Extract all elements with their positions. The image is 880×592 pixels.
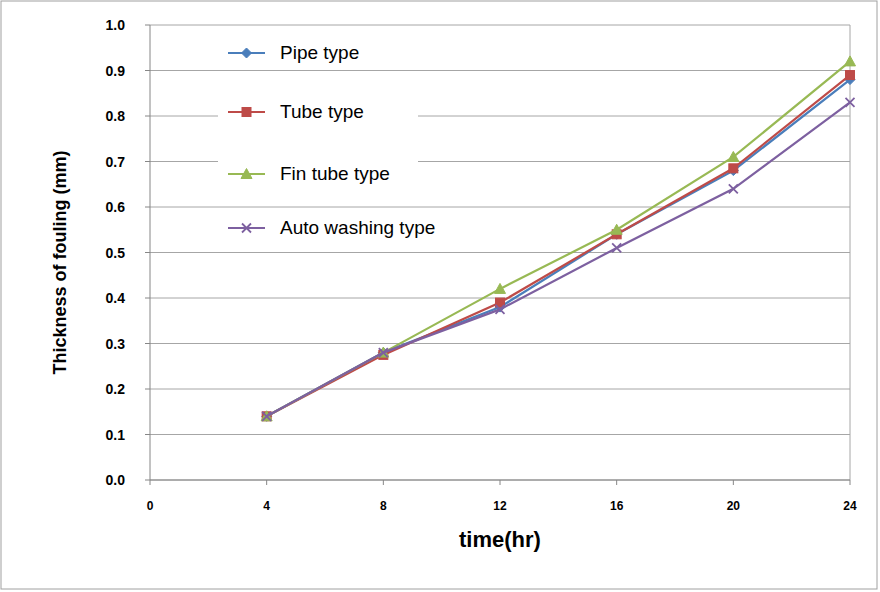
data-point (729, 164, 738, 173)
y-tick-label: 0.2 (106, 381, 126, 397)
grid-line (150, 70, 850, 71)
y-tick (145, 25, 150, 26)
y-tick (145, 207, 150, 208)
x-tick (150, 480, 151, 485)
y-tick (145, 161, 150, 162)
data-point (728, 151, 739, 161)
y-tick-label: 0.8 (106, 108, 126, 124)
x-tick (733, 480, 734, 485)
y-tick-label: 0.6 (106, 199, 126, 215)
data-point (845, 56, 856, 66)
x-tick-label: 0 (147, 499, 154, 513)
y-tick (145, 252, 150, 253)
grid-line (150, 480, 850, 481)
series-line (267, 80, 850, 417)
y-axis (150, 25, 151, 480)
y-tick (145, 70, 150, 71)
y-tick-label: 0.1 (106, 427, 126, 443)
legend-marker (242, 224, 251, 233)
data-point (378, 348, 388, 358)
legend-marker (242, 108, 251, 117)
legend-label: Pipe type (280, 42, 359, 63)
y-tick (145, 434, 150, 435)
data-point (612, 243, 621, 252)
y-tick-label: 0.9 (106, 63, 126, 79)
x-axis-label: time(hr) (459, 527, 541, 552)
legend-background (218, 37, 418, 67)
data-point (729, 184, 738, 193)
legend-label: Auto washing type (280, 217, 435, 238)
data-point (262, 411, 272, 421)
x-tick (850, 480, 851, 485)
data-point (611, 224, 622, 234)
y-tick-label: 0.0 (106, 472, 126, 488)
x-tick (383, 480, 384, 485)
data-point (846, 98, 855, 107)
data-point (262, 412, 271, 421)
data-point (846, 71, 855, 80)
grid-line (150, 434, 850, 435)
series-line (267, 75, 850, 416)
y-tick-label: 0.3 (106, 336, 126, 352)
grid-line (150, 389, 850, 390)
y-tick-label: 0.4 (106, 290, 126, 306)
y-axis-label: Thickness of fouling (mm) (50, 150, 70, 374)
x-tick (266, 480, 267, 485)
chart-border (1, 1, 877, 589)
legend-background (218, 158, 418, 188)
data-point (261, 411, 272, 421)
legend-label: Fin tube type (280, 163, 390, 184)
x-tick-label: 24 (843, 499, 857, 513)
legend-marker (241, 169, 252, 179)
plot-frame (850, 25, 851, 480)
legend-label: Tube type (280, 101, 364, 122)
legend-background (218, 96, 418, 126)
y-tick (145, 116, 150, 117)
y-tick (145, 389, 150, 390)
y-tick (145, 298, 150, 299)
grid-line (150, 343, 850, 344)
x-tick-label: 12 (493, 499, 507, 513)
x-tick-label: 20 (727, 499, 741, 513)
data-point (379, 348, 388, 357)
x-tick-label: 8 (380, 499, 387, 513)
data-point (496, 305, 505, 314)
grid-line (150, 207, 850, 208)
data-point (495, 283, 506, 293)
y-tick-label: 0.5 (106, 245, 126, 261)
x-tick (500, 480, 501, 485)
x-tick (616, 480, 617, 485)
y-tick-label: 0.7 (106, 154, 126, 170)
x-axis (150, 480, 850, 481)
y-tick-label: 1.0 (106, 17, 126, 33)
chart: 0.0 0.1 0.2 0.3 0.4 0.5 0.6 0.7 0.8 0.9 1.0 0 4 8 12 16… (0, 0, 880, 592)
data-point (262, 412, 271, 421)
legend: Pipe type Tube type Fin tube type Auto wash… (218, 37, 435, 242)
series-line (267, 102, 850, 416)
grid-line (150, 252, 850, 253)
y-tick (145, 480, 150, 481)
x-tick-label: 4 (263, 499, 270, 513)
y-tick (145, 343, 150, 344)
grid-line (150, 25, 850, 26)
legend-marker (242, 48, 252, 58)
x-tick-label: 16 (610, 499, 624, 513)
